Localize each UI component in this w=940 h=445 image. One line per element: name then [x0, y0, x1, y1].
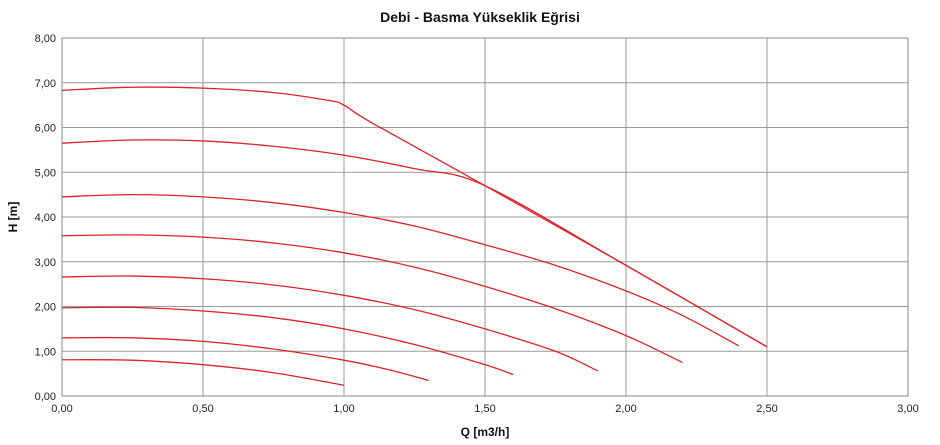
- x-axis-title: Q [m3/h]: [461, 425, 510, 439]
- plot-area: [61, 37, 909, 397]
- y-tick-label: 6,00: [35, 123, 56, 135]
- x-tick-label: 2,50: [756, 403, 777, 415]
- y-tick-label: 2,00: [35, 302, 56, 314]
- pump-curve-series-6: [61, 306, 514, 376]
- y-tick-label: 8,00: [35, 33, 56, 45]
- x-axis-ticks: 0,00 0,50 1,00 1,50 2,00 2,50 3,00: [51, 403, 918, 415]
- y-tick-label: 3,00: [35, 257, 56, 269]
- x-tick-label: 0,50: [192, 403, 213, 415]
- pump-curve-series-3: [61, 193, 740, 347]
- y-tick-label: 5,00: [35, 167, 56, 179]
- y-tick-label: 0,00: [35, 391, 56, 403]
- x-tick-label: 1,50: [474, 403, 495, 415]
- y-axis-ticks: 0,00 1,00 2,00 3,00 4,00 5,00 6,00 7,00 8,00: [35, 33, 56, 403]
- pump-curve-series-8: [61, 359, 345, 386]
- y-tick-label: 4,00: [35, 212, 56, 224]
- y-tick-label: 1,00: [35, 346, 56, 358]
- pump-curve-series-7: [61, 336, 429, 381]
- x-tick-label: 1,00: [333, 403, 354, 415]
- y-tick-label: 7,00: [35, 78, 56, 90]
- x-tick-label: 3,00: [897, 403, 918, 415]
- y-axis-title: H [m]: [6, 202, 20, 233]
- series-lines: [61, 86, 768, 386]
- pump-curve-series-4: [61, 234, 683, 364]
- x-tick-label: 0,00: [51, 403, 72, 415]
- x-tick-label: 2,00: [615, 403, 636, 415]
- grid-lines: [61, 37, 909, 397]
- chart-title: Debi - Basma Yükseklik Eğrisi: [380, 9, 580, 25]
- pump-curve-series-2: [61, 139, 768, 348]
- pump-curve-series-5: [61, 275, 599, 372]
